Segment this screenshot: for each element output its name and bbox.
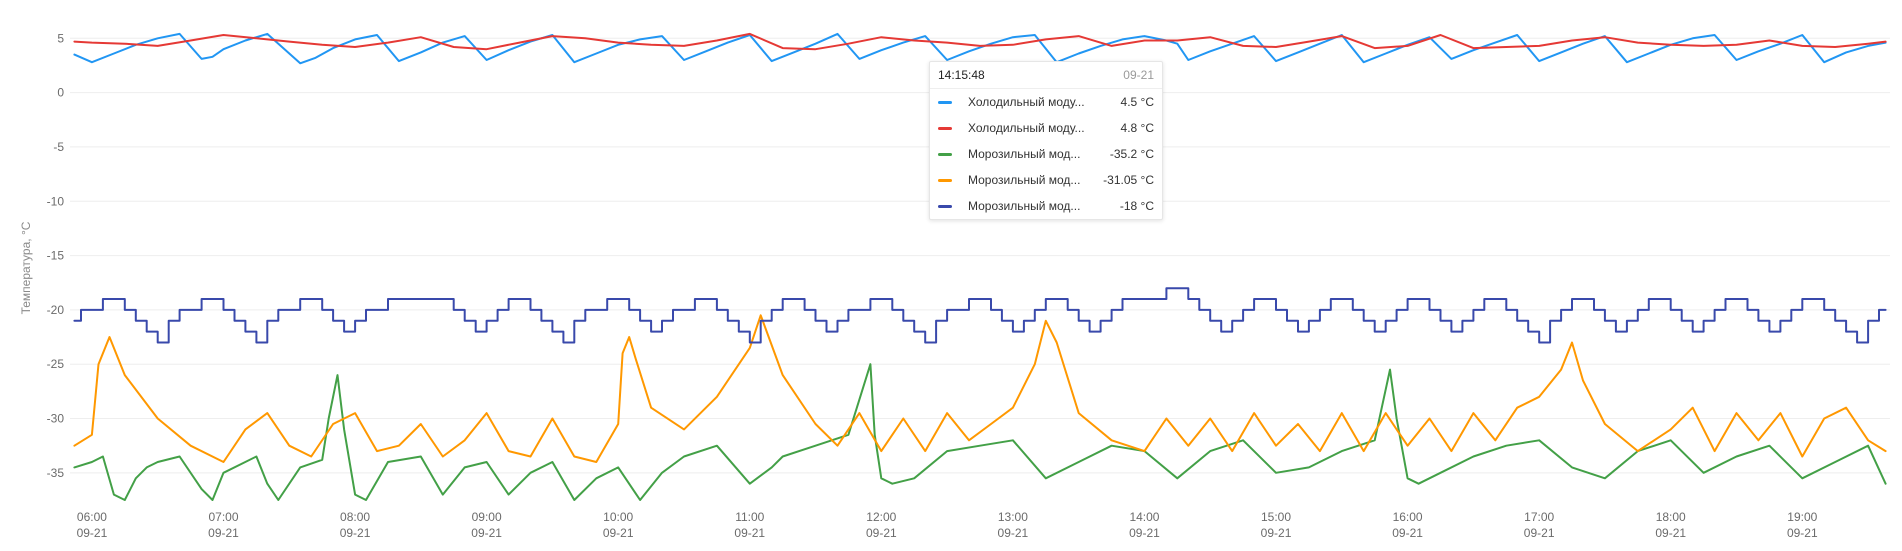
x-tick-date-label: 09-21 (208, 526, 239, 540)
series-lines (73, 32, 1887, 501)
legend-swatch (938, 152, 952, 156)
x-tick-date-label: 09-21 (1392, 526, 1423, 540)
series-value: -18 °C (1119, 199, 1154, 213)
x-tick-label: 06:00 (77, 510, 107, 524)
tooltip-row: Морозильный мод... -35.2 °C (930, 141, 1162, 167)
series-line-1 (73, 32, 1887, 51)
y-axis: 5 0 -5 -10 -15 -20 -25 -30 -35 (47, 31, 65, 480)
x-tick-label: 07:00 (208, 510, 238, 524)
x-tick-label: 19:00 (1787, 510, 1817, 524)
x-tick-date-label: 09-21 (998, 526, 1029, 540)
y-tick-label: -30 (47, 412, 65, 426)
y-tick-label: -35 (47, 466, 65, 480)
x-tick-label: 15:00 (1261, 510, 1291, 524)
y-tick-label: -25 (47, 357, 65, 371)
x-tick-label: 13:00 (998, 510, 1028, 524)
x-tick-date-label: 09-21 (1524, 526, 1555, 540)
legend-swatch (938, 126, 952, 130)
x-tick-date-label: 09-21 (1261, 526, 1292, 540)
series-line-4 (73, 287, 1887, 344)
y-tick-label: -10 (47, 194, 65, 208)
x-tick-label: 16:00 (1393, 510, 1423, 524)
series-name: Холодильный моду... (968, 95, 1085, 109)
x-tick-label: 11:00 (735, 510, 764, 524)
series-line-3 (73, 314, 1887, 463)
y-axis-title: Температура, °C (19, 221, 33, 314)
x-tick-date-label: 09-21 (1787, 526, 1818, 540)
series-name: Морозильный мод... (968, 147, 1081, 161)
x-tick-label: 14:00 (1129, 510, 1159, 524)
tooltip-row: Морозильный мод... -31.05 °C (930, 167, 1162, 193)
series-value: -31.05 °C (1103, 173, 1154, 187)
x-tick-label: 12:00 (866, 510, 896, 524)
series-line-2 (73, 363, 1887, 501)
tooltip-date: 09-21 (1123, 68, 1154, 82)
legend-swatch (938, 100, 952, 104)
x-tick-label: 18:00 (1656, 510, 1686, 524)
x-tick-date-label: 09-21 (1129, 526, 1160, 540)
legend-swatch (938, 178, 952, 182)
tooltip-row: Холодильный моду... 4.5 °C (930, 89, 1162, 115)
x-tick-date-label: 09-21 (1655, 526, 1686, 540)
x-tick-date-label: 09-21 (866, 526, 897, 540)
y-tick-label: -15 (47, 249, 65, 263)
x-tick-label: 09:00 (472, 510, 502, 524)
x-tick-date-label: 09-21 (340, 526, 371, 540)
tooltip-rows: Холодильный моду... 4.5 °C Холодильный м… (930, 89, 1162, 219)
hover-tooltip: 14:15:48 09-21 Холодильный моду... 4.5 °… (929, 61, 1163, 220)
series-value: -35.2 °C (1109, 147, 1154, 161)
tooltip-header: 14:15:48 09-21 (930, 62, 1162, 89)
y-tick-label: 0 (57, 86, 64, 100)
legend-swatch (938, 204, 952, 208)
tooltip-row: Холодильный моду... 4.8 °C (930, 115, 1162, 141)
y-tick-label: 5 (57, 31, 64, 45)
series-value: 4.8 °C (1120, 121, 1154, 135)
x-tick-date-label: 09-21 (603, 526, 634, 540)
y-tick-label: -5 (53, 140, 64, 154)
x-tick-label: 17:00 (1524, 510, 1554, 524)
tooltip-row: Морозильный мод... -18 °C (930, 193, 1162, 219)
series-name: Холодильный моду... (968, 121, 1085, 135)
series-value: 4.5 °C (1120, 95, 1154, 109)
series-name: Морозильный мод... (968, 199, 1081, 213)
x-tick-date-label: 09-21 (471, 526, 502, 540)
x-tick-date-label: 09-21 (734, 526, 765, 540)
x-tick-date-label: 09-21 (77, 526, 108, 540)
x-tick-label: 08:00 (340, 510, 370, 524)
x-tick-label: 10:00 (603, 510, 633, 524)
x-axis: 06:00 09-21 07:00 09-21 08:00 09-21 09:00 09-21… (77, 510, 1818, 540)
y-tick-label: -20 (47, 303, 65, 317)
series-name: Морозильный мод... (968, 173, 1081, 187)
tooltip-time: 14:15:48 (938, 68, 985, 82)
series-line-0 (73, 32, 1887, 65)
